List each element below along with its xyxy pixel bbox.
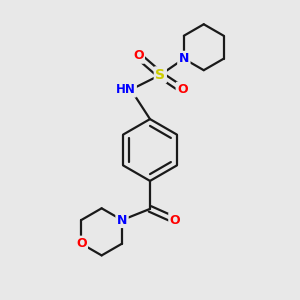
Text: S: S	[155, 68, 165, 82]
Text: O: O	[177, 83, 188, 96]
Text: O: O	[133, 49, 143, 62]
Text: N: N	[179, 52, 189, 65]
Text: HN: HN	[116, 83, 136, 96]
Text: O: O	[170, 214, 180, 226]
Text: O: O	[76, 237, 86, 250]
Text: N: N	[117, 214, 127, 226]
